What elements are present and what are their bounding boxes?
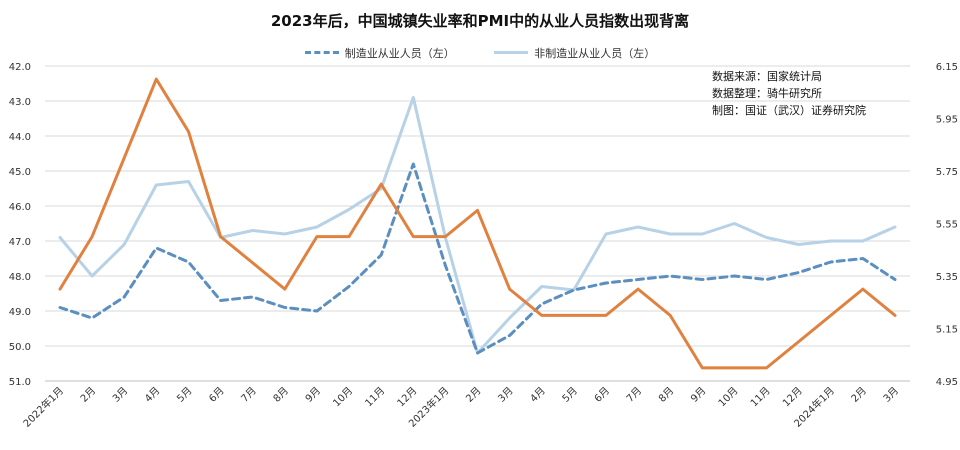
x-axis-tick-label: 7月 — [239, 385, 259, 405]
x-axis-tick-label: 11月 — [363, 385, 388, 410]
note-data-source: 数据来源：国家统计局 — [712, 70, 822, 83]
note-chart-by: 制图：国证（武汉）证券研究院 — [712, 104, 866, 117]
x-axis-tick-label: 8月 — [656, 385, 676, 405]
right-axis-tick-label: 5.75 — [936, 167, 958, 178]
note-data-compiled-by: 数据整理：骑牛研究所 — [712, 87, 822, 100]
x-axis-tick-label: 2月 — [78, 385, 98, 405]
x-axis-tick-label: 6月 — [592, 385, 612, 405]
left-axis-tick-label: 51.0 — [9, 377, 31, 388]
right-axis-tick-label: 4.95 — [936, 377, 958, 388]
x-axis-tick-label: 2月 — [464, 385, 484, 405]
x-axis-tick-label: 2022年1月 — [20, 384, 66, 430]
right-axis-tick-label: 5.55 — [936, 220, 958, 231]
left-axis-tick-label: 46.0 — [9, 202, 31, 213]
x-axis-tick-label: 2月 — [849, 385, 869, 405]
left-axis-tick-label: 45.0 — [9, 167, 31, 178]
x-axis-tick-label: 3月 — [881, 385, 901, 405]
legend: 制造业从业人员（左） 非制造业从业人员（左） — [0, 44, 960, 61]
x-axis-tick-label: 9月 — [688, 385, 708, 405]
x-axis-tick-label: 7月 — [624, 385, 644, 405]
x-axis-tick-label: 10月 — [716, 385, 741, 410]
legend-label-manufacturing: 制造业从业人员（左） — [344, 46, 455, 60]
x-axis-tick-label: 6月 — [207, 385, 227, 405]
x-axis-tick-label: 5月 — [560, 385, 580, 405]
x-axis-tick-label: 9月 — [303, 385, 323, 405]
left-axis-tick-label: 43.0 — [9, 97, 31, 108]
left-axis-tick-label: 44.0 — [9, 132, 31, 143]
x-axis-tick-label: 3月 — [496, 385, 516, 405]
series-line-unemployment — [58, 77, 897, 370]
legend-swatch-non-manufacturing — [494, 51, 529, 54]
x-axis-tick-label: 11月 — [748, 385, 773, 410]
legend-label-non-manufacturing: 非制造业从业人员（左） — [534, 46, 656, 60]
left-axis-tick-label: 47.0 — [9, 237, 31, 248]
x-axis-tick-label: 8月 — [271, 385, 291, 405]
legend-swatch-manufacturing — [304, 51, 339, 54]
chart-title: 2023年后，中国城镇失业率和PMI中的从业人员指数出现背离 — [270, 12, 690, 30]
right-axis-tick-label: 6.15 — [936, 62, 958, 73]
x-axis-tick-label: 4月 — [142, 385, 162, 405]
source-notes: 数据来源：国家统计局 数据整理：骑牛研究所 制图：国证（武汉）证券研究院 — [712, 68, 866, 119]
legend-item-manufacturing: 制造业从业人员（左） — [304, 45, 455, 61]
x-axis-tick-label: 5月 — [175, 385, 195, 405]
left-axis-tick-label: 42.0 — [9, 62, 31, 73]
x-axis-tick-label: 3月 — [110, 385, 130, 405]
x-axis-tick-label: 4月 — [528, 385, 548, 405]
right-axis-tick-label: 5.15 — [936, 325, 958, 336]
series-line-manufacturing — [58, 162, 897, 355]
x-axis-tick-label: 12月 — [780, 385, 805, 410]
left-axis-tick-label: 49.0 — [9, 307, 31, 318]
left-axis-tick-label: 50.0 — [9, 342, 31, 353]
legend-item-non-manufacturing: 非制造业从业人员（左） — [494, 45, 655, 61]
right-axis-tick-label: 5.95 — [936, 115, 958, 126]
right-axis-tick-label: 5.35 — [936, 272, 958, 283]
x-axis-tick-label: 12月 — [395, 385, 420, 410]
x-axis-tick-label: 10月 — [331, 385, 356, 410]
left-axis-tick-label: 48.0 — [9, 272, 31, 283]
